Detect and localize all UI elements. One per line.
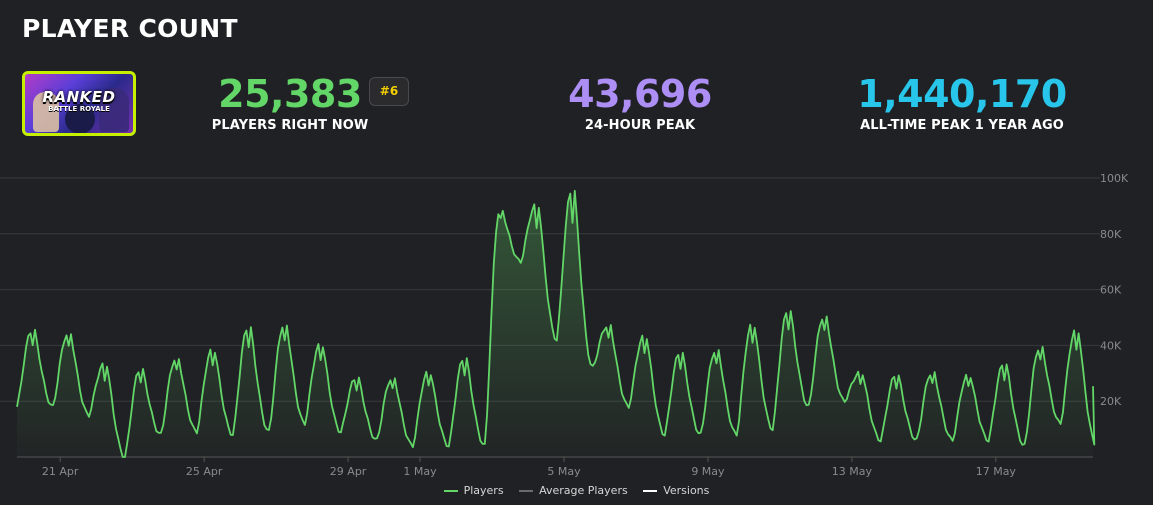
rank-badge: #6 [369,77,409,106]
character-figure [65,104,95,133]
x-tick-label: 13 May [832,465,873,478]
stat-current: 25,383 PLAYERS RIGHT NOW [190,74,390,133]
alltime-peak-value: 1,440,170 [857,72,1067,116]
players-area [17,190,1095,458]
y-tick-label: 80K [1100,228,1122,241]
legend-swatch [519,490,534,492]
y-tick-label: 40K [1100,339,1122,352]
character-figure [33,92,59,132]
alltime-peak-label: ALL-TIME PEAK 1 YEAR AGO [860,118,1064,133]
legend-item-players[interactable]: Players [443,484,504,497]
legend-item-versions[interactable]: Versions [643,484,709,497]
chart-legend: Players Average Players Versions [0,484,1153,497]
thumbnail-subtitle: BATTLE ROYALE [48,105,110,113]
legend-swatch [643,490,658,492]
x-tick-label: 17 May [976,465,1017,478]
x-tick-label: 21 Apr [42,465,79,478]
current-players-value: 25,383 [218,72,362,116]
page-title: PLAYER COUNT [22,14,238,43]
legend-item-average-players[interactable]: Average Players [519,484,628,497]
x-tick-label: 29 Apr [330,465,367,478]
y-tick-label: 60K [1100,284,1122,297]
legend-label: Average Players [539,484,628,497]
game-thumbnail[interactable]: RANKED BATTLE ROYALE [22,71,136,136]
current-players-label: PLAYERS RIGHT NOW [211,118,369,133]
character-figure [99,88,129,132]
legend-label: Players [463,484,504,497]
x-tick-label: 9 May [691,465,725,478]
stat-peak24: 43,696 24-HOUR PEAK [540,74,740,133]
peak24-label: 24-HOUR PEAK [584,118,696,133]
legend-label: Versions [663,484,710,497]
stat-alltime: 1,440,170 ALL-TIME PEAK 1 YEAR AGO [842,74,1082,133]
x-tick-label: 25 Apr [186,465,223,478]
x-tick-label: 1 May [403,465,437,478]
peak24-value: 43,696 [568,72,712,116]
player-count-chart[interactable]: 100K 80K 60K 40K 20K 21 Apr 25 Apr 29 Apr 1 May 5… [0,160,1153,480]
thumbnail-title: RANKED [42,88,116,106]
legend-swatch [443,490,458,492]
y-tick-label: 100K [1100,172,1129,185]
y-tick-label: 20K [1100,395,1122,408]
x-tick-label: 5 May [547,465,581,478]
players-line [16,189,1096,458]
